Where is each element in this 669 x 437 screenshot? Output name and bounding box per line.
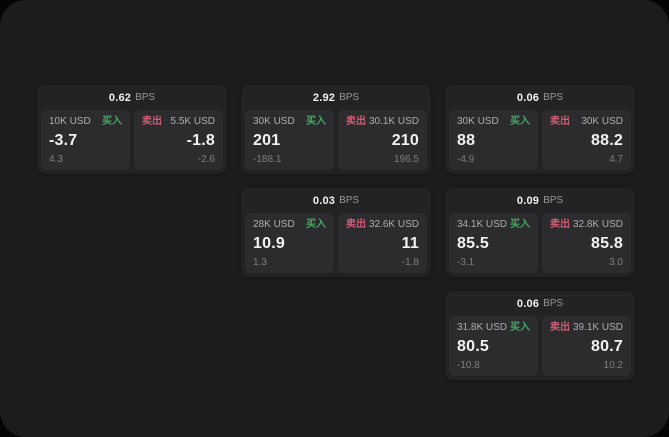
card-body: 28K USD 买入 10.9 1.3 卖出 32.6K USD 11 -1.8	[241, 213, 431, 277]
sell-delta: 3.0	[609, 256, 623, 268]
sell-panel[interactable]: 卖出 30.1K USD 210 196.5	[338, 110, 427, 170]
bps-header: 0.06 BPS	[445, 291, 635, 316]
sell-side-label: 卖出	[550, 219, 570, 230]
bps-value: 0.06	[516, 297, 540, 310]
sell-side-label: 卖出	[550, 116, 570, 127]
buy-panel[interactable]: 30K USD 买入 201 -188.1	[245, 110, 334, 170]
sell-delta: 10.2	[603, 359, 623, 371]
buy-panel[interactable]: 34.1K USD 买入 85.5 -3.1	[449, 213, 538, 273]
card-body: 34.1K USD 买入 85.5 -3.1 卖出 32.8K USD 85.8…	[445, 213, 635, 277]
bps-header: 0.03 BPS	[241, 188, 431, 213]
bps-unit: BPS	[135, 92, 156, 103]
bps-header: 0.06 BPS	[445, 85, 635, 110]
sell-price: 85.8	[591, 234, 623, 252]
bps-header: 2.92 BPS	[241, 85, 431, 110]
buy-side-label: 买入	[510, 219, 530, 230]
bps-unit: BPS	[543, 195, 564, 206]
buy-notional-label: 10K USD	[49, 116, 91, 127]
card-body: 31.8K USD 买入 80.5 -10.8 卖出 39.1K USD 80.…	[445, 316, 635, 380]
sell-side-label: 卖出	[142, 116, 162, 127]
buy-panel[interactable]: 28K USD 买入 10.9 1.3	[245, 213, 334, 273]
quote-card: 0.62 BPS 10K USD 买入 -3.7 4.3 卖出 5.5K USD	[37, 85, 227, 174]
sell-notional-label: 5.5K USD	[170, 116, 215, 127]
buy-side-label: 买入	[510, 116, 530, 127]
buy-delta: -3.1	[457, 256, 475, 268]
buy-side-label: 买入	[306, 116, 326, 127]
sell-side-label: 卖出	[346, 219, 366, 230]
bps-value: 0.09	[516, 194, 540, 207]
buy-side-label: 买入	[510, 322, 530, 333]
bps-value: 0.62	[108, 91, 132, 104]
sell-side-label: 卖出	[346, 116, 366, 127]
bps-header: 0.09 BPS	[445, 188, 635, 213]
buy-delta: -4.9	[457, 153, 475, 165]
sell-delta: -2.6	[197, 153, 215, 165]
buy-notional-label: 28K USD	[253, 219, 295, 230]
buy-panel[interactable]: 10K USD 买入 -3.7 4.3	[41, 110, 130, 170]
buy-price: 201	[253, 131, 281, 149]
buy-delta: -10.8	[457, 359, 480, 371]
sell-panel[interactable]: 卖出 32.8K USD 85.8 3.0	[542, 213, 631, 273]
sell-price: 11	[401, 234, 419, 252]
sell-notional-label: 32.8K USD	[572, 219, 623, 230]
sell-side-label: 卖出	[550, 322, 570, 333]
bps-value: 0.06	[516, 91, 540, 104]
buy-delta: -188.1	[253, 153, 282, 165]
buy-notional-label: 31.8K USD	[457, 322, 508, 333]
quote-grid: 0.62 BPS 10K USD 买入 -3.7 4.3 卖出 5.5K USD	[37, 85, 635, 380]
buy-price: -3.7	[49, 131, 78, 149]
bps-unit: BPS	[339, 92, 360, 103]
buy-notional-label: 34.1K USD	[457, 219, 508, 230]
buy-panel[interactable]: 30K USD 买入 88 -4.9	[449, 110, 538, 170]
buy-delta: 4.3	[49, 153, 63, 165]
sell-panel[interactable]: 卖出 5.5K USD -1.8 -2.6	[134, 110, 223, 170]
sell-price: 88.2	[591, 131, 623, 149]
sell-notional-label: 32.6K USD	[368, 219, 419, 230]
bps-value: 0.03	[312, 194, 336, 207]
card-body: 30K USD 买入 201 -188.1 卖出 30.1K USD 210 1…	[241, 110, 431, 174]
card-body: 10K USD 买入 -3.7 4.3 卖出 5.5K USD -1.8 -2.…	[37, 110, 227, 174]
buy-delta: 1.3	[253, 256, 267, 268]
sell-panel[interactable]: 卖出 30K USD 88.2 4.7	[542, 110, 631, 170]
sell-price: -1.8	[186, 131, 215, 149]
sell-notional-label: 30K USD	[581, 116, 623, 127]
sell-notional-label: 39.1K USD	[572, 322, 623, 333]
buy-side-label: 买入	[102, 116, 122, 127]
buy-notional-label: 30K USD	[253, 116, 295, 127]
sell-delta: 4.7	[609, 153, 623, 165]
sell-panel[interactable]: 卖出 32.6K USD 11 -1.8	[338, 213, 427, 273]
bps-value: 2.92	[312, 91, 336, 104]
quote-card: 0.03 BPS 28K USD 买入 10.9 1.3 卖出 32.6K US…	[241, 188, 431, 277]
sell-price: 210	[391, 131, 419, 149]
buy-notional-label: 30K USD	[457, 116, 499, 127]
sell-delta: 196.5	[393, 153, 419, 165]
bps-unit: BPS	[543, 92, 564, 103]
buy-price: 10.9	[253, 234, 285, 252]
buy-price: 88	[457, 131, 476, 149]
card-body: 30K USD 买入 88 -4.9 卖出 30K USD 88.2 4.7	[445, 110, 635, 174]
quote-card: 0.06 BPS 31.8K USD 买入 80.5 -10.8 卖出 39.1…	[445, 291, 635, 380]
sell-panel[interactable]: 卖出 39.1K USD 80.7 10.2	[542, 316, 631, 376]
sell-delta: -1.8	[401, 256, 419, 268]
buy-price: 85.5	[457, 234, 489, 252]
sell-price: 80.7	[591, 337, 623, 355]
quote-card: 2.92 BPS 30K USD 买入 201 -188.1 卖出 30.1K …	[241, 85, 431, 174]
sell-notional-label: 30.1K USD	[368, 116, 419, 127]
quote-card: 0.06 BPS 30K USD 买入 88 -4.9 卖出 30K USD	[445, 85, 635, 174]
buy-price: 80.5	[457, 337, 489, 355]
buy-side-label: 买入	[306, 219, 326, 230]
buy-panel[interactable]: 31.8K USD 买入 80.5 -10.8	[449, 316, 538, 376]
bps-unit: BPS	[543, 298, 564, 309]
bps-header: 0.62 BPS	[37, 85, 227, 110]
bps-unit: BPS	[339, 195, 360, 206]
quote-card: 0.09 BPS 34.1K USD 买入 85.5 -3.1 卖出 32.8K…	[445, 188, 635, 277]
